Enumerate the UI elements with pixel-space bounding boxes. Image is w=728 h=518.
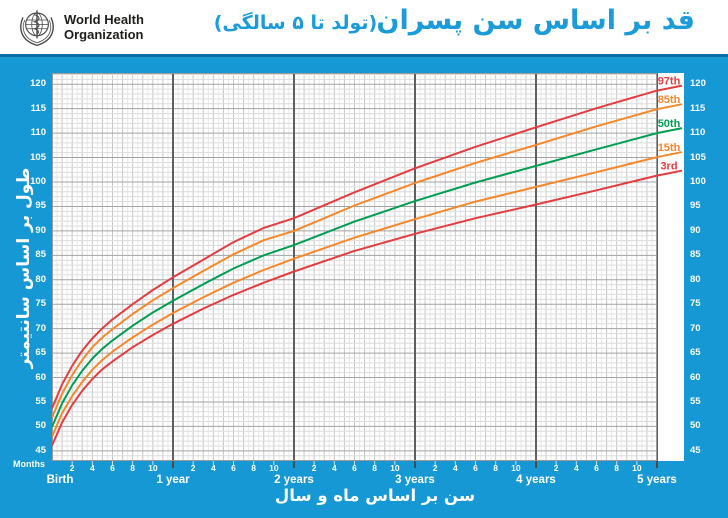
month-tick-label: 2 (190, 463, 196, 473)
year-label: 2 years (274, 474, 314, 486)
grid-line (656, 151, 683, 159)
y-tick-label-right: 65 (690, 347, 701, 359)
y-tick-label-left: 50 (35, 420, 46, 432)
y-tick-label-left: 85 (35, 249, 46, 261)
grid-line (656, 103, 683, 111)
y-tick-label-right: 100 (690, 176, 706, 187)
percentile-curve-15th (51, 156, 658, 438)
y-tick-label-right: 60 (690, 371, 701, 383)
month-tick-label: 8 (130, 463, 136, 473)
year-label: 5 years (637, 474, 677, 486)
y-tick-label-left: 115 (30, 102, 46, 114)
month-tick-label: 8 (614, 463, 620, 473)
percentile-label-50th: 50th (658, 118, 681, 130)
percentile-curve-50th (51, 132, 658, 428)
x-axis-ticks (71, 461, 658, 468)
y-axis-title: طول بر اساس سانتیمتر (14, 167, 34, 369)
y-tick-label-right: 80 (690, 273, 701, 285)
y-tick-label-left: 75 (35, 298, 46, 310)
y-tick-label-left: 80 (35, 273, 46, 285)
grid-line (656, 84, 683, 92)
percentile-label-97th: 97th (658, 76, 681, 88)
y-tick-label-left: 55 (35, 395, 46, 407)
year-label: 4 years (516, 474, 556, 486)
header: World Health Organization قد بر اساس سن … (0, 0, 728, 54)
y-tick-label-right: 70 (690, 322, 701, 334)
month-tick-label: 10 (148, 463, 158, 473)
y-tick-label-right: 110 (690, 127, 706, 139)
year-label: 1 year (156, 474, 190, 486)
month-tick-label: 2 (311, 463, 317, 473)
header-divider (0, 54, 728, 57)
month-tick-label: 10 (390, 463, 400, 473)
month-tick-label: 6 (231, 463, 236, 473)
y-tick-label-right: 120 (690, 78, 706, 90)
month-tick-label: 4 (89, 463, 95, 473)
y-tick-label-left: 110 (30, 127, 46, 139)
y-tick-label-right: 55 (690, 395, 701, 407)
y-tick-label-left: 100 (30, 176, 46, 187)
org-name-line2: Organization (64, 26, 144, 42)
y-tick-label-right: 85 (690, 249, 701, 261)
months-axis-label: Months (13, 459, 45, 469)
y-tick-label-left: 70 (35, 322, 46, 334)
y-tick-label-left: 105 (30, 151, 46, 163)
who-logo-icon (20, 10, 54, 47)
y-tick-label-right: 95 (690, 200, 701, 212)
plot-border (52, 73, 657, 461)
plot-area: 97th 85th 50th 15th 3rd (51, 73, 684, 462)
month-tick-label: 2 (432, 463, 438, 473)
percentile-curve-3rd (51, 174, 658, 446)
y-tick-label-left: 65 (35, 347, 46, 359)
x-axis-title: سن بر اساس ماه و سال (274, 486, 476, 505)
month-tick-label: 6 (110, 463, 115, 473)
org-name: World Health Organization (64, 12, 144, 42)
percentile-curve-85th (51, 108, 658, 418)
growth-curves-chart: 97th 85th 50th 15th 3rd (51, 73, 683, 462)
y-tick-label-left: 120 (30, 78, 46, 90)
month-tick-label: 2 (553, 463, 559, 473)
month-tick-label: 10 (632, 463, 642, 473)
y-tick-label-right: 50 (690, 420, 701, 432)
y-tick-label-right: 115 (690, 102, 706, 114)
month-tick-label: 4 (210, 463, 216, 473)
page-title: قد بر اساس سن پسران (376, 5, 695, 36)
y-tick-label-right: 75 (690, 298, 701, 310)
y-tick-label-right: 45 (690, 444, 701, 456)
percentile-label-15th: 15th (658, 142, 681, 154)
page-subtitle: (تولد تا ۵ سالگی) (213, 12, 378, 34)
year-label: Birth (46, 474, 74, 486)
month-tick-label: 8 (251, 463, 257, 473)
month-tick-label: 10 (269, 463, 279, 473)
month-tick-label: 2 (69, 463, 75, 473)
y-tick-label-right: 105 (690, 151, 706, 163)
y-tick-label-right: 90 (690, 224, 701, 236)
percentile-curve-97th (51, 89, 658, 409)
grid-line (656, 169, 683, 177)
y-tick-label-left: 60 (35, 371, 46, 383)
grid-line (656, 127, 683, 135)
month-tick-label: 4 (452, 463, 458, 473)
y-tick-label-left: 95 (35, 200, 46, 212)
month-tick-label: 6 (473, 463, 478, 473)
month-tick-label: 6 (594, 463, 599, 473)
year-label: 3 years (395, 474, 435, 486)
month-tick-label: 6 (352, 463, 357, 473)
percentile-label-85th: 85th (658, 94, 681, 106)
month-tick-label: 8 (372, 463, 378, 473)
org-name-line1: World Health (64, 12, 144, 27)
y-tick-label-left: 45 (35, 444, 46, 456)
y-tick-label-left: 90 (35, 224, 46, 236)
percentile-label-3rd: 3rd (660, 161, 677, 173)
month-tick-label: 4 (573, 463, 579, 473)
month-tick-label: 8 (493, 463, 499, 473)
month-tick-label: 10 (511, 463, 521, 473)
month-tick-label: 4 (331, 463, 337, 473)
